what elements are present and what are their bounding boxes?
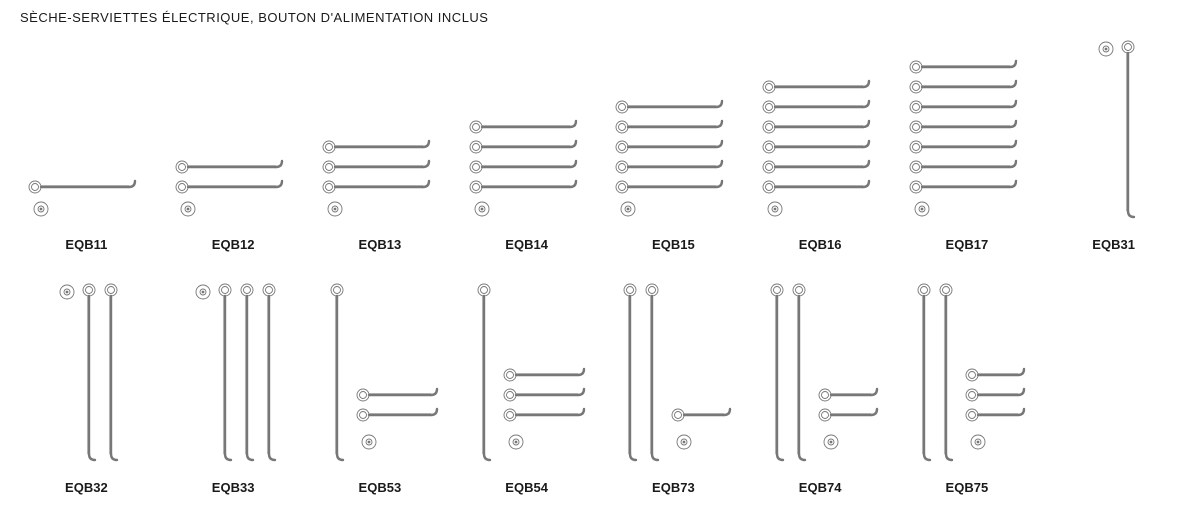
product-code: EQB73 xyxy=(652,480,695,495)
product-diagram xyxy=(462,280,592,470)
product-grid: EQB11 EQB12 xyxy=(20,37,1180,495)
product-cell: EQB14 xyxy=(460,37,593,252)
product-diagram xyxy=(315,280,445,470)
product-cell: EQB15 xyxy=(607,37,740,252)
product-code: EQB14 xyxy=(505,237,548,252)
product-diagram xyxy=(168,280,298,470)
product-cell: EQB54 xyxy=(460,280,593,495)
product-cell: EQB13 xyxy=(314,37,447,252)
product-code: EQB74 xyxy=(799,480,842,495)
product-code: EQB15 xyxy=(652,237,695,252)
product-code: EQB31 xyxy=(1092,237,1135,252)
section-heading: SÈCHE-SERVIETTES ÉLECTRIQUE, BOUTON D'AL… xyxy=(20,10,1180,25)
product-code: EQB12 xyxy=(212,237,255,252)
product-code: EQB11 xyxy=(65,237,107,252)
product-diagram xyxy=(902,37,1032,227)
product-cell: EQB17 xyxy=(901,37,1034,252)
product-diagram xyxy=(755,280,885,470)
product-cell: EQB74 xyxy=(754,280,887,495)
product-diagram xyxy=(21,280,151,470)
product-code: EQB75 xyxy=(946,480,989,495)
product-diagram xyxy=(462,37,592,227)
product-cell: EQB11 xyxy=(20,37,153,252)
product-diagram xyxy=(902,280,1032,470)
product-diagram xyxy=(1049,37,1179,227)
product-diagram xyxy=(755,37,885,227)
product-cell: EQB73 xyxy=(607,280,740,495)
product-cell: EQB16 xyxy=(754,37,887,252)
product-code: EQB33 xyxy=(212,480,255,495)
product-cell: EQB12 xyxy=(167,37,300,252)
product-cell: EQB53 xyxy=(314,280,447,495)
product-code: EQB13 xyxy=(359,237,402,252)
product-code: EQB17 xyxy=(946,237,989,252)
product-diagram xyxy=(168,37,298,227)
product-cell: EQB33 xyxy=(167,280,300,495)
product-diagram xyxy=(315,37,445,227)
product-code: EQB53 xyxy=(359,480,402,495)
product-cell: EQB32 xyxy=(20,280,153,495)
product-diagram xyxy=(608,37,738,227)
product-code: EQB16 xyxy=(799,237,842,252)
product-code: EQB54 xyxy=(505,480,548,495)
product-diagram xyxy=(21,37,151,227)
product-code: EQB32 xyxy=(65,480,108,495)
product-diagram xyxy=(608,280,738,470)
product-cell: EQB31 xyxy=(1047,37,1180,252)
product-cell: EQB75 xyxy=(901,280,1034,495)
